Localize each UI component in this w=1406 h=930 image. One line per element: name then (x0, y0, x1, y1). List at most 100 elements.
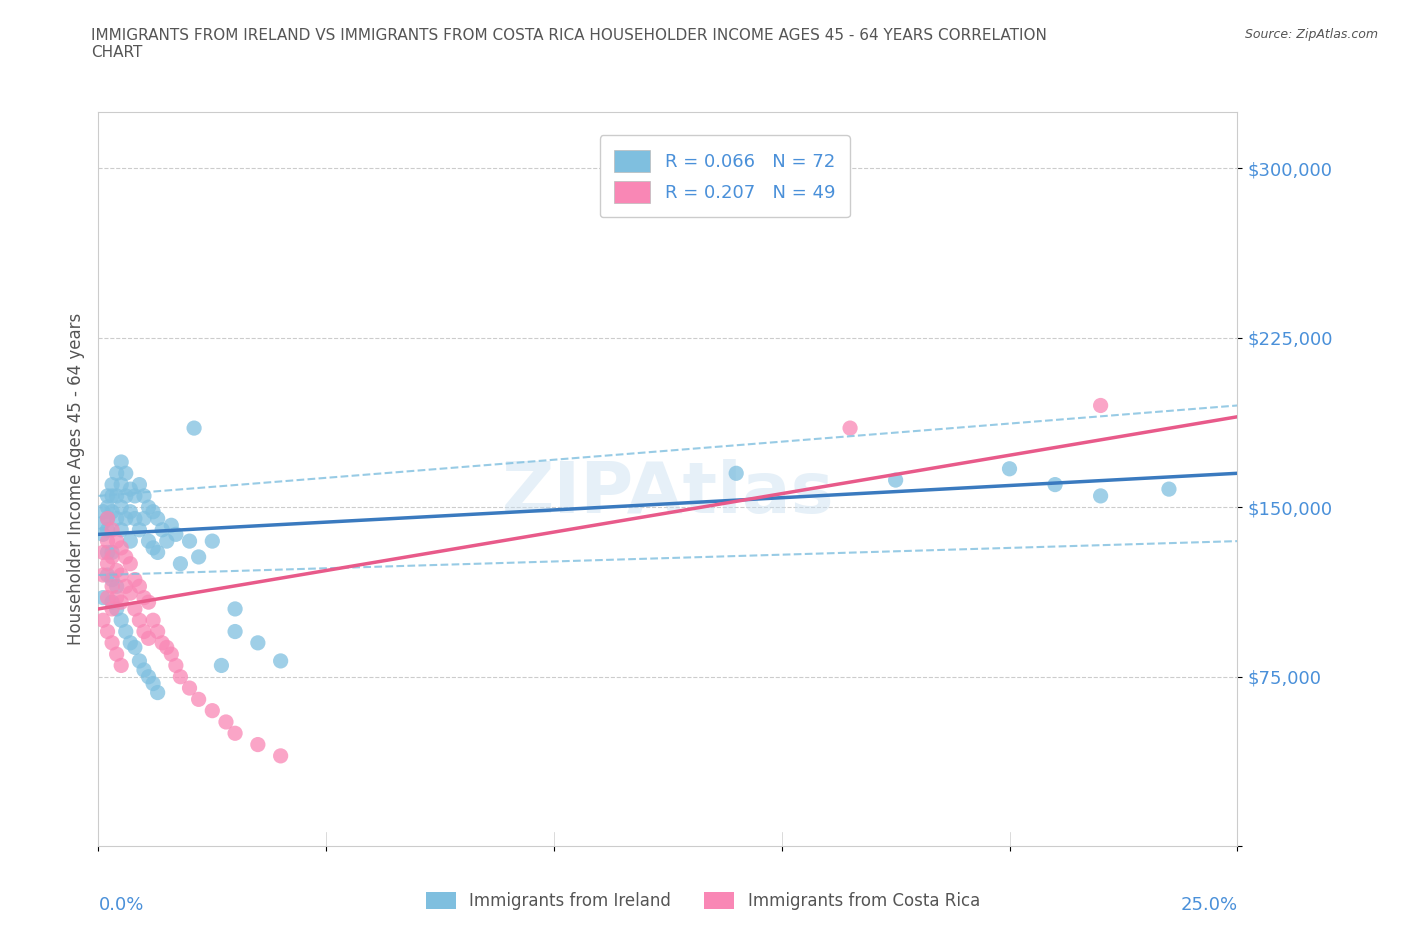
Point (224, 602, 246, 617)
Point (183, 420, 205, 435)
Text: ZIPAtlas: ZIPAtlas (502, 459, 834, 528)
Point (138, 499, 160, 514)
Point (114, 488, 136, 503)
Point (91, 567, 114, 582)
Point (110, 594, 132, 609)
Point (96, 556, 118, 571)
Point (96, 512, 118, 526)
Point (142, 504, 165, 519)
Point (998, 461, 1021, 476)
Point (124, 572, 146, 587)
Point (146, 624, 169, 639)
Point (215, 714, 238, 729)
Point (884, 472, 907, 487)
Point (124, 640, 146, 655)
Point (110, 523, 132, 538)
Point (105, 646, 128, 661)
Point (1090, 488, 1112, 503)
Text: Source: ZipAtlas.com: Source: ZipAtlas.com (1244, 28, 1378, 41)
Point (120, 556, 142, 571)
Point (146, 545, 169, 560)
Point (96, 488, 118, 503)
Point (179, 534, 201, 549)
Point (120, 504, 142, 519)
Point (91, 613, 114, 628)
Point (1043, 477, 1066, 492)
Point (120, 482, 142, 497)
Point (91, 527, 114, 542)
Point (138, 631, 160, 645)
Point (150, 523, 173, 538)
Point (101, 578, 124, 593)
Text: IMMIGRANTS FROM IRELAND VS IMMIGRANTS FROM COSTA RICA HOUSEHOLDER INCOME AGES 45: IMMIGRANTS FROM IRELAND VS IMMIGRANTS FR… (91, 28, 1047, 60)
Point (101, 504, 124, 519)
Point (156, 640, 179, 655)
Point (105, 466, 128, 481)
Point (246, 635, 269, 650)
Point (839, 420, 862, 435)
Point (114, 512, 136, 526)
Point (101, 550, 124, 565)
Point (246, 737, 269, 752)
Point (96, 499, 118, 514)
Point (128, 613, 150, 628)
Text: 25.0%: 25.0% (1180, 896, 1237, 914)
Point (138, 670, 160, 684)
Point (110, 613, 132, 628)
Y-axis label: Householder Income Ages 45 - 64 years: Householder Income Ages 45 - 64 years (66, 312, 84, 645)
Point (146, 512, 169, 526)
Point (105, 534, 128, 549)
Point (101, 602, 124, 617)
Point (101, 635, 124, 650)
Point (114, 550, 136, 565)
Point (224, 624, 246, 639)
Point (120, 635, 142, 650)
Point (270, 654, 292, 669)
Point (96, 512, 118, 526)
Point (142, 613, 165, 628)
Point (179, 681, 201, 696)
Point (224, 725, 246, 740)
Point (105, 488, 128, 503)
Point (110, 540, 132, 555)
Point (105, 578, 128, 593)
Point (201, 703, 224, 718)
Point (146, 685, 169, 700)
Point (91, 515, 114, 530)
Point (96, 545, 118, 560)
Point (91, 504, 114, 519)
Point (105, 591, 128, 605)
Point (128, 578, 150, 593)
Point (156, 534, 179, 549)
Point (187, 550, 209, 565)
Point (96, 591, 118, 605)
Point (110, 567, 132, 582)
Point (165, 527, 187, 542)
Point (201, 534, 224, 549)
Point (270, 749, 292, 764)
Point (114, 578, 136, 593)
Point (138, 534, 160, 549)
Point (91, 591, 114, 605)
Legend: R = 0.066   N = 72, R = 0.207   N = 49: R = 0.066 N = 72, R = 0.207 N = 49 (600, 136, 849, 218)
Point (132, 512, 155, 526)
Point (132, 488, 155, 503)
Point (105, 512, 128, 526)
Point (132, 624, 155, 639)
Point (209, 658, 232, 673)
Point (124, 602, 146, 617)
Text: 0.0%: 0.0% (98, 896, 143, 914)
Point (128, 477, 150, 492)
Point (169, 556, 191, 571)
Point (96, 534, 118, 549)
Point (138, 594, 160, 609)
Point (96, 567, 118, 582)
Point (110, 477, 132, 492)
Point (96, 624, 118, 639)
Point (120, 534, 142, 549)
Point (114, 466, 136, 481)
Point (160, 518, 183, 533)
Point (124, 512, 146, 526)
Point (110, 455, 132, 470)
Point (1090, 398, 1112, 413)
